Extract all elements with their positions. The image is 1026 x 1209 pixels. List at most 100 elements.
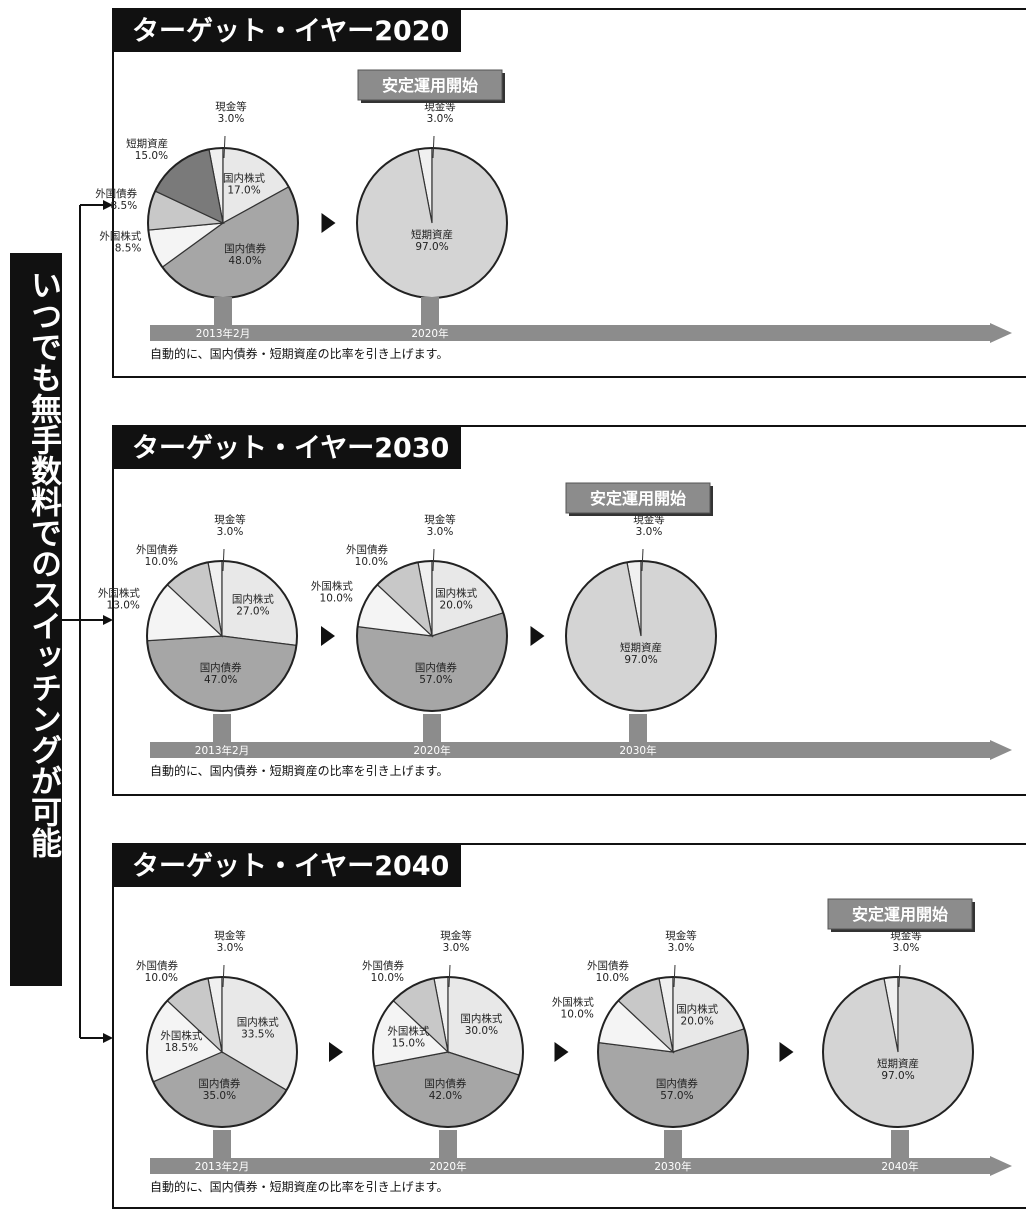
pie-label-2-2-1: 短期資産 97.0% [620,641,662,666]
pie-label-2-1-2: 国内債券 57.0% [415,661,457,686]
pie-label-2-0-3: 外国株式 13.0% [98,587,140,612]
timeline-label-3-0: 2013年2月 [195,1160,249,1173]
panel-title-2: ターゲット・イヤー2030 [132,433,449,464]
stable-badge-2 [565,482,711,514]
stable-badge-label-1: 安定運用開始 [382,76,478,95]
footnote-1: 自動的に、国内債券・短期資産の比率を引き上げます。 [150,346,448,361]
timeline-arrowhead-3 [990,1156,1012,1176]
pie-label-2-1-0: 現金等 3.0% [424,513,456,538]
pie-label-2-1-4: 外国債券 10.0% [346,543,388,568]
pie-label-1-0-2: 国内債券 48.0% [224,242,266,267]
pie-outline-3-3 [822,976,974,1128]
stable-badge-label-2: 安定運用開始 [590,489,686,508]
timeline-tick-2-1 [423,714,441,744]
pie-label-1-0-4: 外国債券 8.5% [95,187,137,212]
pie-label-1-0-0: 現金等 3.0% [215,100,247,125]
side-caption: いつでも無手数料でのスイッチングが可能 [25,269,61,858]
pie-label-3-3-0: 現金等 3.0% [890,929,922,954]
step-arrow-1-1 [321,213,336,233]
timeline-label-3-1: 2020年 [429,1160,466,1173]
pie-label-3-1-0: 現金等 3.0% [440,929,472,954]
pie-label-2-1-3: 外国株式 10.0% [311,580,353,605]
pie-label-1-0-1: 国内株式 17.0% [223,172,265,197]
panel-frame-2 [112,425,1026,796]
step-arrow-2-1 [321,626,335,646]
timeline-tick-3-3 [891,1130,909,1160]
panel-header-2 [113,425,461,469]
timeline-label-2-2: 2030年 [619,744,656,757]
timeline-label-2-1: 2020年 [413,744,450,757]
pie-label-3-0-3: 外国株式 18.5% [160,1029,202,1054]
pie-label-1-0-5: 短期資産 15.0% [126,137,168,162]
pie-label-3-0-4: 外国債券 10.0% [136,959,178,984]
pie-label-2-0-2: 国内債券 47.0% [200,661,242,686]
panel-3: ターゲット・イヤー2040 現金等 3.0% 国内株式 33.5% 国内債券 35.0% 外国… [112,843,1026,1209]
pie-label-3-2-4: 外国債券 10.0% [587,959,629,984]
timeline-label-2-0: 2013年2月 [195,744,249,757]
panel-title-1: ターゲット・イヤー2020 [132,16,449,47]
step-arrow-2-2 [530,626,545,646]
timeline-arrowhead-1 [990,323,1012,343]
pie-label-3-1-1: 国内株式 30.0% [460,1012,502,1037]
pie-label-2-0-4: 外国債券 10.0% [136,543,178,568]
connector-arrow-3 [103,1033,113,1043]
stable-badge-1 [357,69,503,101]
stable-badge-3 [827,898,973,930]
pie-label-3-1-2: 国内債券 42.0% [424,1077,466,1102]
connector-arrow-1 [103,200,113,210]
pie-outline-3-0 [146,976,298,1128]
pie-outline-2-1 [356,560,508,712]
footnote-2: 自動的に、国内債券・短期資産の比率を引き上げます。 [150,763,448,778]
panel-frame-1 [112,8,1026,378]
pie-label-2-0-0: 現金等 3.0% [214,513,246,538]
step-arrow-3-2 [554,1042,569,1062]
timeline-label-1-0: 2013年2月 [196,327,250,340]
pie-label-3-1-3: 外国株式 15.0% [387,1025,429,1050]
pie-outline-2-2 [565,560,717,712]
side-caption-bar: いつでも無手数料でのスイッチングが可能 [10,253,62,986]
timeline-bar-1 [150,325,990,341]
timeline-tick-1-0 [214,297,232,327]
panel-2: ターゲット・イヤー2030 現金等 3.0% 国内株式 27.0% 国内債券 47.0% 外国… [98,425,1026,796]
footnote-3: 自動的に、国内債券・短期資産の比率を引き上げます。 [150,1179,448,1194]
timeline-tick-3-1 [439,1130,457,1160]
pie-outline-3-1 [372,976,524,1128]
stable-badge-label-3: 安定運用開始 [852,905,948,924]
panel-1: ターゲット・イヤー2020 現金等 3.0% 国内株式 17.0% 国内債券 48.0% 外国… [95,8,1026,378]
timeline-tick-2-2 [629,714,647,744]
pie-label-3-3-1: 短期資産 97.0% [877,1057,919,1082]
pie-label-3-2-1: 国内株式 20.0% [676,1003,718,1028]
pie-outline-2-0 [146,560,298,712]
pie-label-1-1-1: 短期資産 97.0% [411,228,453,253]
timeline-tick-1-1 [421,297,439,327]
timeline-arrowhead-2 [990,740,1012,760]
panel-header-3 [113,843,461,887]
pie-label-3-1-4: 外国債券 10.0% [362,959,404,984]
pie-label-1-1-0: 現金等 3.0% [424,100,456,125]
panel-header-1 [113,8,461,52]
timeline-bar-2 [150,742,990,758]
timeline-tick-3-2 [664,1130,682,1160]
pie-label-3-2-3: 外国株式 10.0% [552,996,594,1021]
timeline-label-1-1: 2020年 [411,327,448,340]
pie-label-2-0-1: 国内株式 27.0% [232,593,274,618]
timeline-tick-2-0 [213,714,231,744]
timeline-tick-3-0 [213,1130,231,1160]
timeline-label-3-2: 2030年 [654,1160,691,1173]
step-arrow-3-1 [329,1042,343,1062]
pie-label-3-0-0: 現金等 3.0% [214,929,246,954]
pie-label-3-2-2: 国内債券 57.0% [656,1077,698,1102]
connector-line [62,205,81,1038]
pie-outline-3-2 [597,976,749,1128]
panel-title-3: ターゲット・イヤー2040 [132,851,449,882]
timeline-label-3-3: 2040年 [881,1160,918,1173]
pie-label-2-1-1: 国内株式 20.0% [435,587,477,612]
step-arrow-3-3 [779,1042,794,1062]
connector-arrow-2 [103,615,113,625]
panel-frame-3 [112,843,1026,1209]
pie-label-1-0-3: 外国株式 8.5% [99,230,141,255]
pie-label-2-2-0: 現金等 3.0% [633,513,665,538]
pie-label-3-2-0: 現金等 3.0% [665,929,697,954]
pie-label-3-0-1: 国内株式 33.5% [237,1016,279,1041]
